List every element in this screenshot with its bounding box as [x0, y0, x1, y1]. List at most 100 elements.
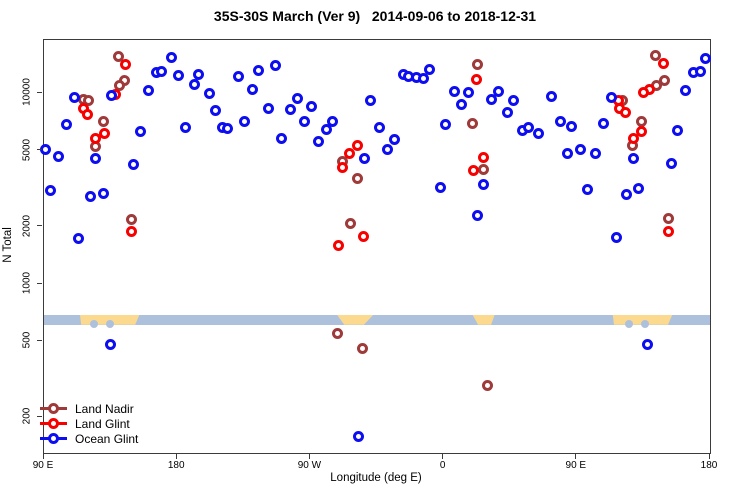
data-point-ocean-glint	[90, 152, 102, 164]
data-point-land-glint	[477, 151, 489, 163]
legend: Land Nadir Land Glint Ocean Glint	[40, 401, 138, 446]
data-point-ocean-glint	[291, 92, 303, 104]
data-point-land-nadir	[658, 74, 670, 86]
data-point-ocean-glint	[104, 338, 116, 350]
data-point-ocean-glint	[142, 84, 154, 96]
land-glint-marker-icon	[40, 417, 67, 430]
x-tick-label: 0	[439, 460, 446, 471]
data-point-ocean-glint	[523, 121, 535, 133]
data-point-land-glint	[82, 108, 94, 120]
data-point-land-nadir	[331, 327, 343, 339]
coast-notch	[624, 320, 633, 329]
legend-label: Land Glint	[75, 416, 130, 431]
legend-item-land-glint: Land Glint	[40, 416, 138, 431]
data-point-ocean-glint	[188, 78, 200, 90]
data-point-ocean-glint	[610, 231, 622, 243]
data-point-ocean-glint	[597, 117, 609, 129]
data-point-ocean-glint	[605, 91, 617, 103]
x-tick-mark	[308, 453, 310, 459]
data-point-land-glint	[627, 132, 639, 144]
data-point-land-nadir	[97, 116, 109, 128]
data-point-ocean-glint	[561, 148, 573, 160]
data-point-ocean-glint	[417, 72, 429, 84]
data-point-land-glint	[99, 127, 111, 139]
data-point-land-glint	[357, 230, 369, 242]
data-point-ocean-glint	[456, 98, 468, 110]
y-tick-mark	[36, 225, 42, 227]
data-point-land-nadir	[125, 213, 137, 225]
data-point-ocean-glint	[671, 124, 683, 136]
data-point-ocean-glint	[298, 116, 310, 128]
data-point-ocean-glint	[284, 103, 296, 115]
data-point-ocean-glint	[632, 183, 644, 195]
data-point-ocean-glint	[156, 65, 168, 77]
data-point-ocean-glint	[581, 184, 593, 196]
data-point-land-nadir	[83, 94, 95, 106]
data-point-ocean-glint	[374, 121, 386, 133]
data-point-ocean-glint	[641, 338, 653, 350]
y-tick-mark	[36, 91, 42, 93]
x-axis-label: Longitude (deg E)	[330, 472, 422, 484]
data-point-land-glint	[336, 161, 348, 173]
data-point-ocean-glint	[179, 121, 191, 133]
data-point-land-glint	[332, 239, 344, 251]
data-point-ocean-glint	[172, 69, 184, 81]
y-tick-label: 2000	[21, 214, 33, 237]
x-tick-mark	[442, 453, 444, 459]
data-point-ocean-glint	[165, 51, 177, 63]
data-point-ocean-glint	[313, 136, 325, 148]
data-point-ocean-glint	[222, 122, 234, 134]
data-point-ocean-glint	[98, 187, 110, 199]
data-point-ocean-glint	[135, 125, 147, 137]
y-tick-label: 200	[21, 407, 33, 425]
data-point-land-glint	[351, 140, 363, 152]
data-point-ocean-glint	[440, 118, 452, 130]
data-point-ocean-glint	[364, 95, 376, 107]
data-point-land-glint	[470, 73, 482, 85]
data-point-ocean-glint	[424, 63, 436, 75]
data-point-ocean-glint	[532, 127, 544, 139]
data-point-ocean-glint	[507, 95, 519, 107]
data-point-ocean-glint	[60, 118, 72, 130]
land-shape-australia-west	[79, 314, 140, 325]
data-point-land-nadir	[649, 49, 661, 61]
data-point-ocean-glint	[269, 59, 281, 71]
data-point-ocean-glint	[388, 133, 400, 145]
x-tick-label: 90 W	[297, 460, 322, 471]
data-point-ocean-glint	[305, 100, 317, 112]
y-axis-label: N Total	[2, 227, 14, 263]
y-tick-label: 10000	[21, 78, 33, 107]
data-point-land-glint	[125, 226, 137, 238]
data-point-ocean-glint	[128, 158, 140, 170]
data-point-ocean-glint	[276, 132, 288, 144]
data-point-land-glint	[662, 226, 674, 238]
data-point-land-glint	[635, 125, 647, 137]
y-tick-label: 1000	[21, 271, 33, 295]
data-point-ocean-glint	[486, 93, 498, 105]
y-tick-mark	[36, 149, 42, 151]
data-point-land-glint	[120, 58, 132, 70]
data-point-ocean-glint	[84, 190, 96, 202]
data-point-land-nadir	[471, 58, 483, 70]
plot-area	[39, 39, 711, 454]
data-point-ocean-glint	[434, 181, 446, 193]
data-point-land-glint	[658, 57, 670, 69]
data-point-land-nadir	[113, 79, 125, 91]
data-point-ocean-glint	[575, 143, 587, 155]
x-tick-label: 90 E	[565, 460, 587, 471]
data-point-ocean-glint	[449, 86, 461, 98]
data-point-ocean-glint	[620, 189, 632, 201]
data-point-ocean-glint	[589, 148, 601, 160]
data-point-ocean-glint	[545, 90, 557, 102]
data-point-ocean-glint	[352, 431, 364, 443]
y-tick-label: 5000	[21, 138, 33, 161]
data-point-ocean-glint	[381, 143, 393, 155]
data-point-ocean-glint	[358, 152, 370, 164]
legend-label: Ocean Glint	[75, 431, 139, 446]
data-point-land-nadir	[112, 50, 124, 62]
land-shape-australia-east	[612, 314, 673, 325]
data-point-ocean-glint	[53, 150, 65, 162]
data-point-ocean-glint	[565, 120, 577, 132]
data-point-ocean-glint	[203, 87, 215, 99]
